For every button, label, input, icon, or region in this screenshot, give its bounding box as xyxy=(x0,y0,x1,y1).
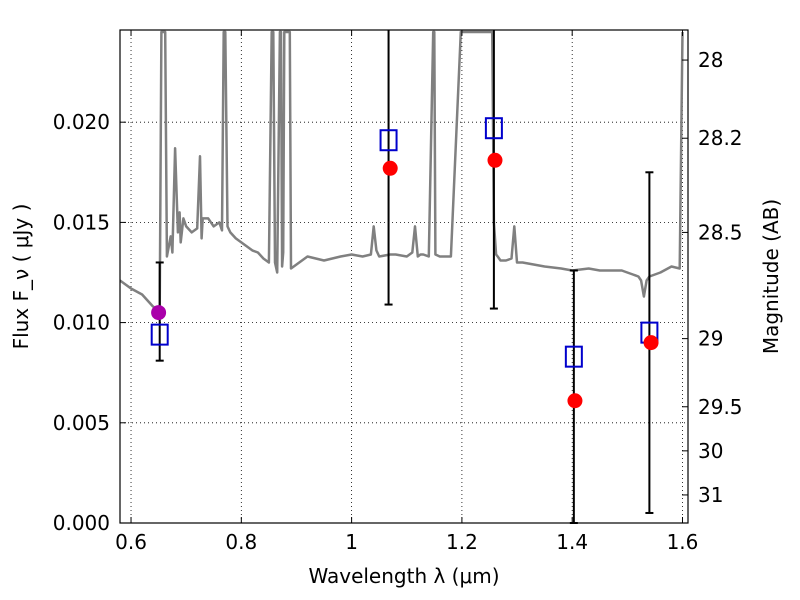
x-tick-label: 1 xyxy=(345,530,358,554)
circle-marker xyxy=(567,393,583,409)
right-tick-label: 28 xyxy=(698,48,723,72)
y-tick-label: 0.000 xyxy=(53,511,110,535)
y-axis-label: Flux F_ν ( μJy ) xyxy=(9,204,33,350)
right-tick-label: 28.5 xyxy=(698,220,743,244)
x-tick-label: 0.6 xyxy=(115,530,147,554)
error-bars xyxy=(155,30,654,524)
x-tick-label: 1.6 xyxy=(667,530,699,554)
right-tick-label: 31 xyxy=(698,483,723,507)
y-tick-label: 0.005 xyxy=(53,411,110,435)
x-tick-label: 1.4 xyxy=(556,530,588,554)
square-marker xyxy=(564,345,583,368)
axes: 0.6 0.8 1 1.2 1.4 1.6 0.000 0.005 0.010 0.015 0.02… xyxy=(53,30,743,554)
square-marker xyxy=(379,129,398,152)
data-markers xyxy=(150,117,659,409)
x-axis-label: Wavelength λ (μm) xyxy=(308,564,499,588)
square-marker xyxy=(150,323,169,346)
y-tick-label: 0.010 xyxy=(53,311,110,335)
spectrum-line xyxy=(120,30,684,312)
circle-marker xyxy=(151,305,167,321)
right-tick-label: 29.5 xyxy=(698,395,743,419)
right-axis-label: Magnitude (AB) xyxy=(759,199,783,354)
plot-frame xyxy=(119,29,689,524)
y-tick-label: 0.015 xyxy=(53,210,110,234)
circle-marker xyxy=(382,160,398,176)
grid xyxy=(120,30,688,523)
right-tick-label: 30 xyxy=(698,439,723,463)
right-tick-label: 29 xyxy=(698,327,723,351)
model-spectrum xyxy=(120,30,684,312)
x-tick-label: 0.8 xyxy=(225,530,257,554)
y-tick-label: 0.020 xyxy=(53,110,110,134)
circle-marker xyxy=(487,152,503,168)
circle-marker xyxy=(643,335,659,351)
right-tick-label: 28.2 xyxy=(698,126,743,150)
square-marker xyxy=(484,117,503,140)
x-tick-label: 1.2 xyxy=(446,530,478,554)
